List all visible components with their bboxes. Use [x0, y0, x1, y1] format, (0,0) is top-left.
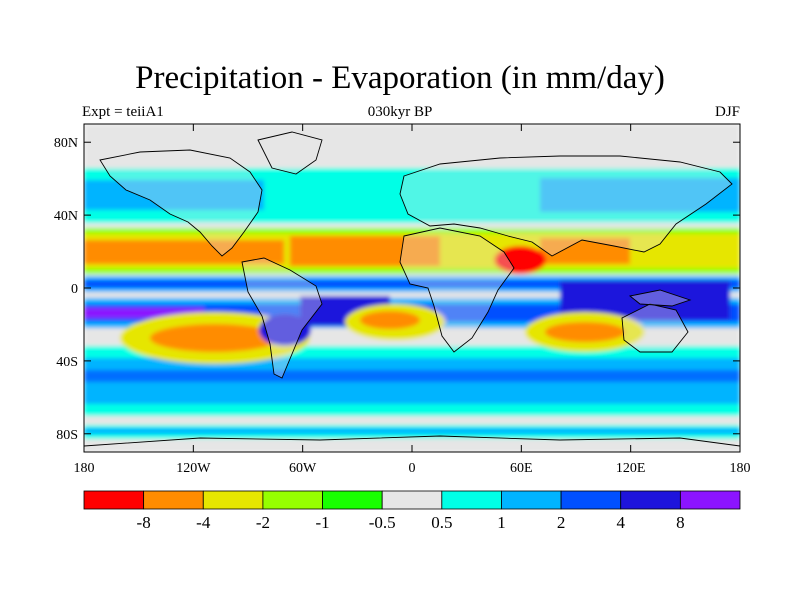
colorbar-label: 1: [497, 513, 506, 532]
colorbar-swatch: [679, 490, 741, 510]
experiment-label: Expt = teiiA1: [82, 104, 164, 120]
time-label: 030kyr BP: [367, 104, 433, 120]
colorbar-swatch: [143, 490, 204, 510]
colorbar: -8 -4 -2 -1 -0.5 0.5 1 2 4 8: [83, 490, 741, 532]
lat-tick-label: 40N: [54, 209, 78, 224]
colorbar-swatch: [560, 490, 622, 510]
chart-title: Precipitation - Evaporation (in mm/day): [135, 60, 665, 96]
colorbar-swatch: [262, 490, 323, 510]
colorbar-label: -2: [256, 513, 270, 532]
colorbar-swatch: [441, 490, 502, 510]
lon-tick-label: 120W: [176, 461, 211, 476]
colorbar-swatch: [83, 490, 145, 510]
lon-tick-label: 0: [409, 461, 416, 476]
colorbar-swatch: [620, 490, 681, 510]
colorbar-swatch: [322, 490, 383, 510]
lon-tick-label: 120E: [616, 461, 646, 476]
colorbar-label: 0.5: [431, 513, 452, 532]
season-label: DJF: [714, 104, 740, 120]
axis-ticks: 80N 40N 0 40S 80S 180 120W 60W 0 60E 120E 180: [54, 124, 751, 476]
colorbar-label: -4: [196, 513, 211, 532]
lon-tick-label: 60E: [510, 461, 533, 476]
field-layer: [84, 124, 740, 452]
colorbar-label: -0.5: [369, 513, 396, 532]
colorbar-swatch: [381, 490, 443, 510]
colorbar-swatch: [202, 490, 264, 510]
lon-tick-label: 60W: [289, 461, 317, 476]
colorbar-label: 2: [557, 513, 566, 532]
colorbar-label: 8: [676, 513, 685, 532]
lat-tick-label: 0: [71, 282, 78, 297]
lon-tick-label: 180: [730, 461, 751, 476]
colorbar-label: -1: [315, 513, 329, 532]
lon-tick-label: 180: [74, 461, 95, 476]
colorbar-label: -8: [137, 513, 151, 532]
lat-tick-label: 80N: [54, 136, 78, 151]
land-outlines: [84, 131, 740, 452]
colorbar-swatch: [501, 490, 562, 510]
lat-tick-label: 40S: [56, 355, 78, 370]
colorbar-label: 4: [616, 513, 625, 532]
lat-tick-label: 80S: [56, 428, 78, 443]
